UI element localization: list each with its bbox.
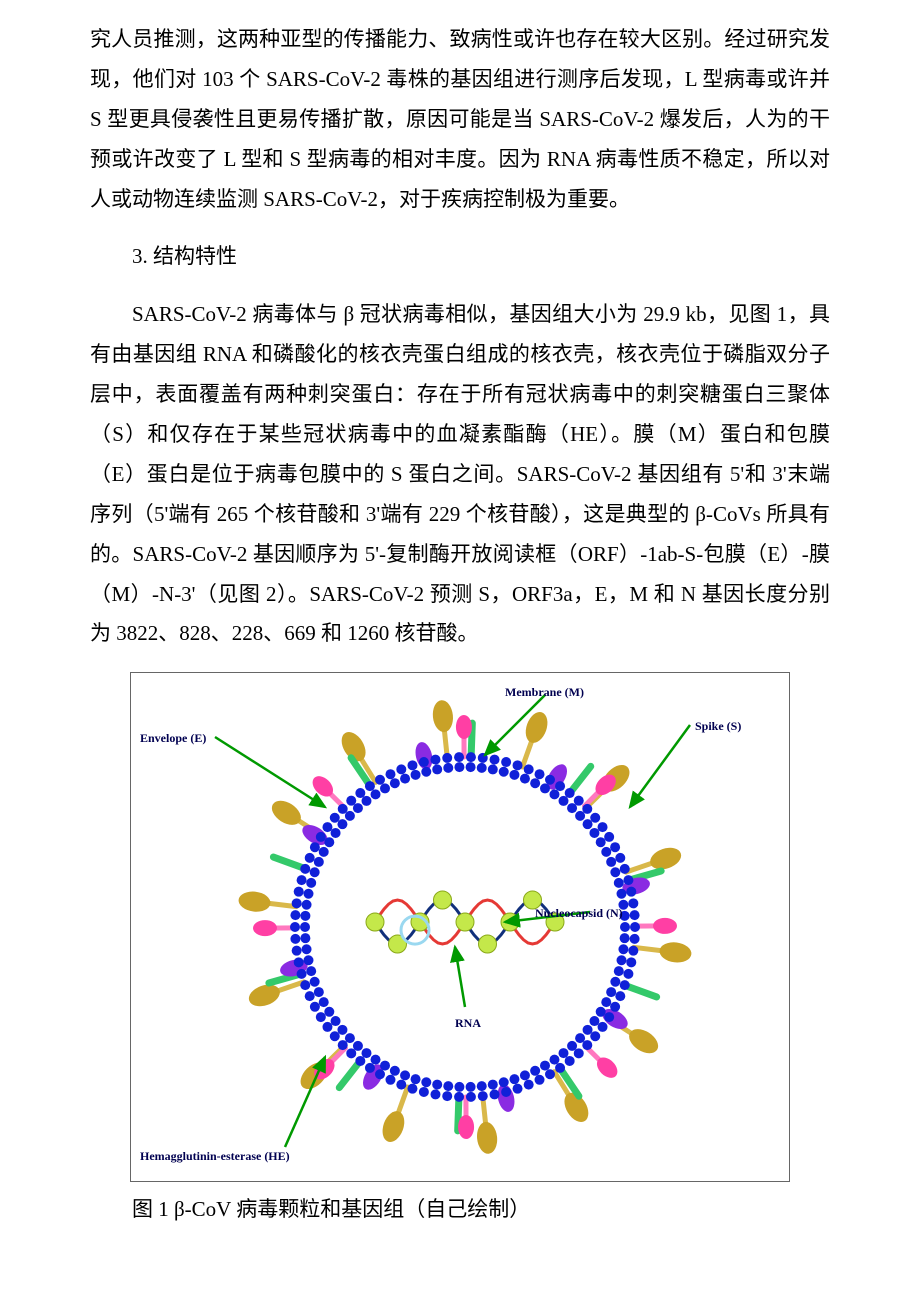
- label-rna: RNA: [455, 1012, 481, 1035]
- label-membrane: Membrane (M): [505, 681, 584, 704]
- label-spike: Spike (S): [695, 715, 741, 738]
- heading-section-3: 3. 结构特性: [90, 237, 830, 277]
- label-envelope: Envelope (E): [140, 727, 206, 750]
- label-he: Hemagglutinin-esterase (HE): [140, 1145, 290, 1168]
- virus-svg: [135, 677, 785, 1177]
- label-nucleocapsid: Nucleocapsid (N): [535, 902, 623, 925]
- figure-1-caption: 图 1 β-CoV 病毒颗粒和基因组（自己绘制）: [90, 1190, 830, 1230]
- paragraph-1: 究人员推测，这两种亚型的传播能力、致病性或许也存在较大区别。经过研究发现，他们对…: [90, 20, 830, 219]
- paragraph-2: SARS-CoV-2 病毒体与 β 冠状病毒相似，基因组大小为 29.9 kb，…: [90, 295, 830, 654]
- figure-1-diagram: Envelope (E) Membrane (M) Spike (S) Nucl…: [135, 677, 785, 1177]
- figure-1-container: Envelope (E) Membrane (M) Spike (S) Nucl…: [130, 672, 790, 1182]
